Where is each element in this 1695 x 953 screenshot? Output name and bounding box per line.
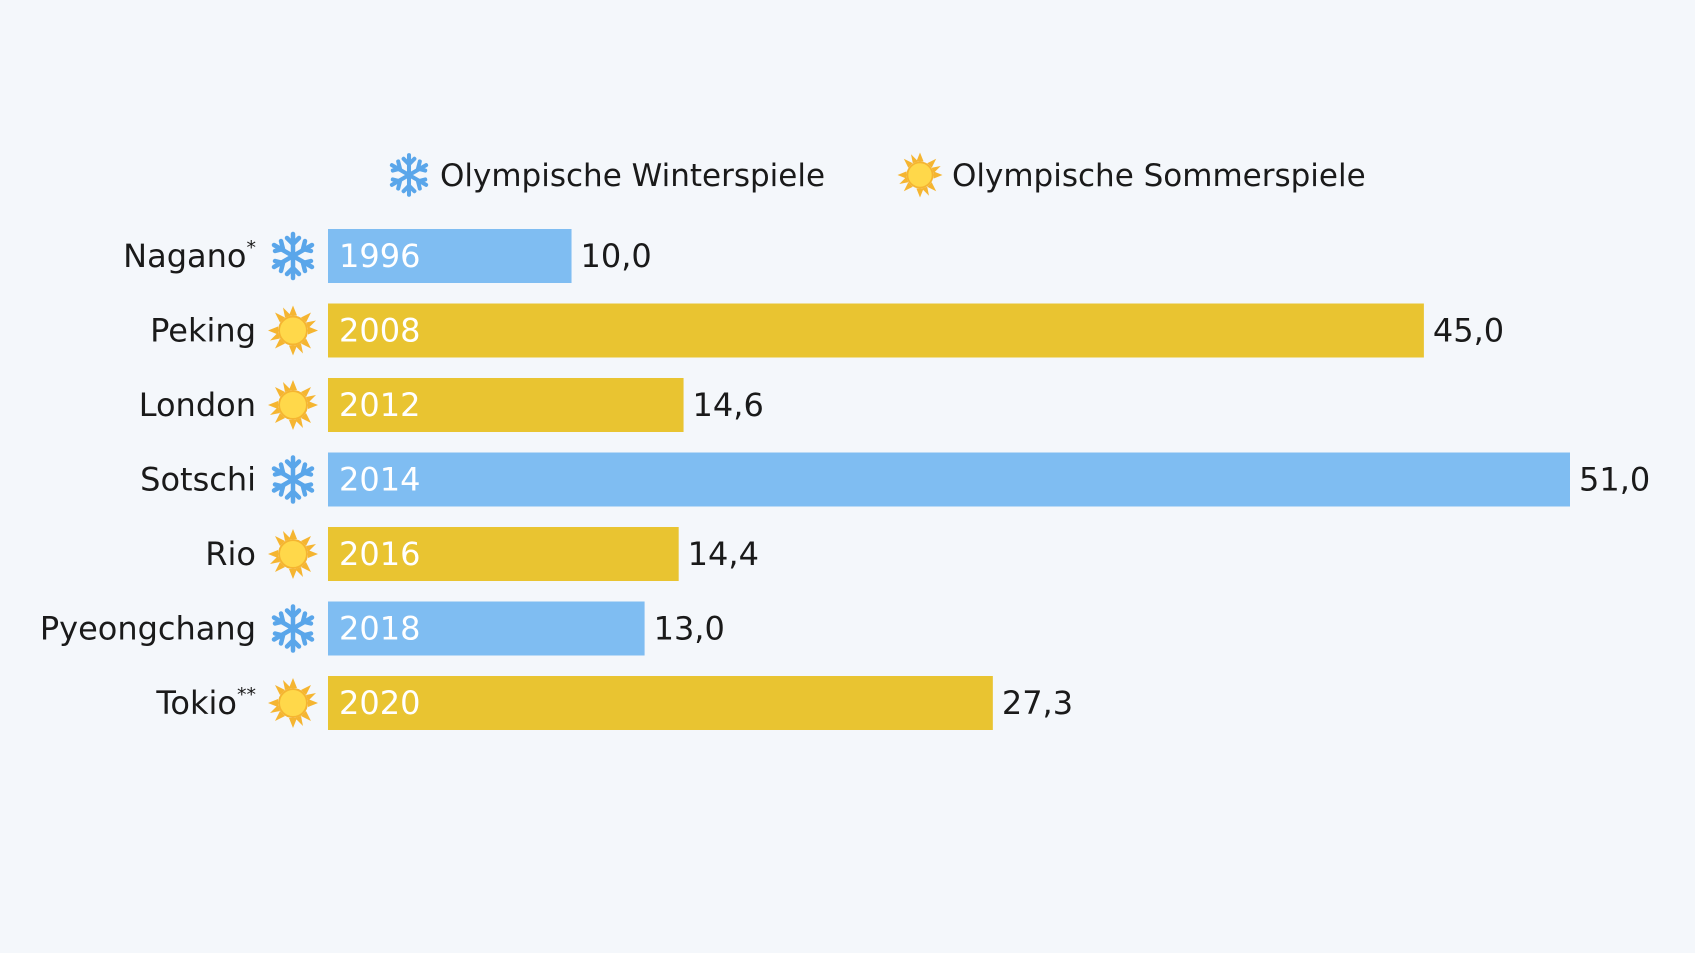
city-label: Peking (150, 312, 256, 350)
bar (328, 676, 993, 730)
year-label: 2018 (339, 610, 420, 648)
legend: Olympische Winterspiele Olympische Somme… (392, 151, 1366, 199)
bar (328, 452, 1570, 507)
city-label: London (139, 386, 256, 424)
year-label: 2020 (339, 684, 420, 722)
city-label: Tokio** (155, 684, 256, 722)
city-label: Pyeongchang (40, 610, 256, 648)
year-label: 2012 (339, 386, 420, 424)
sun-icon (896, 151, 944, 199)
value-label: 13,0 (654, 610, 725, 648)
city-label: Sotschi (140, 461, 256, 499)
bar-row: London 2012 14,6 (139, 378, 764, 432)
snowflake-icon (274, 234, 312, 278)
bar (328, 601, 645, 656)
bar (328, 229, 572, 283)
bar (328, 303, 1424, 358)
city-label: Nagano* (123, 237, 256, 275)
city-label: Rio (205, 535, 256, 573)
legend-label-winter: Olympische Winterspiele (440, 158, 825, 194)
sun-icon (267, 379, 319, 431)
legend-item-winter: Olympische Winterspiele (392, 155, 825, 195)
bar-row: Rio 2016 14,4 (205, 527, 759, 581)
year-label: 1996 (339, 237, 420, 275)
year-label: 2016 (339, 535, 420, 573)
bar-row: Sotschi 2014 51,0 (140, 452, 1650, 507)
sun-icon (267, 304, 319, 357)
legend-label-summer: Olympische Sommerspiele (952, 158, 1366, 194)
snowflake-icon (392, 155, 426, 195)
sun-icon (267, 677, 319, 729)
year-label: 2008 (339, 312, 420, 350)
bar-row: Pyeongchang 2018 13,0 (40, 601, 725, 656)
bar-row: Nagano* 1996 10,0 (123, 229, 652, 283)
snowflake-icon (274, 458, 312, 502)
legend-item-summer: Olympische Sommerspiele (896, 151, 1366, 199)
year-label: 2014 (339, 461, 420, 499)
bar-row: Peking 2008 45,0 (150, 303, 1504, 358)
value-label: 14,6 (693, 386, 764, 424)
bar (328, 527, 679, 581)
sun-icon (267, 528, 319, 580)
bar-row: Tokio** 2020 27,3 (155, 676, 1073, 730)
value-label: 27,3 (1002, 684, 1073, 722)
value-label: 45,0 (1433, 312, 1504, 350)
value-label: 51,0 (1579, 461, 1650, 499)
bar (328, 378, 684, 432)
bar-rows: Nagano* 1996 10,0 Peking 2008 45,0 London 2012 1… (40, 229, 1650, 730)
value-label: 10,0 (581, 237, 652, 275)
snowflake-icon (274, 607, 312, 651)
value-label: 14,4 (688, 535, 759, 573)
